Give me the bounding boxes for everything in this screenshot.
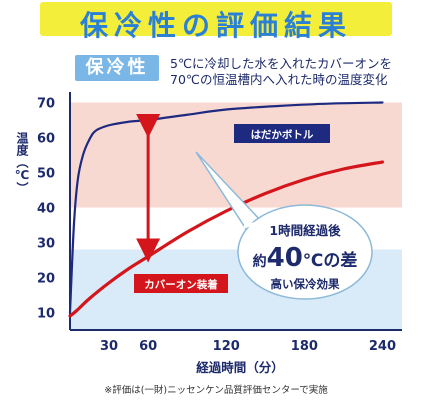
band-pink	[70, 102, 402, 208]
callout-line-3: 高い保冷効果	[271, 277, 340, 291]
title-area: 保冷性の評価結果	[0, 0, 432, 42]
callout-ellipse	[237, 204, 373, 300]
navy-series-label-text: はだかボトル	[251, 128, 314, 141]
description-line-1: 5℃に冷却した水を入れたカバーオンを	[170, 56, 392, 71]
y-tick-label: 20	[37, 272, 55, 287]
red-series-label: カバーオン装着	[134, 274, 228, 293]
callout-line-1: 1時間経過後	[269, 223, 341, 238]
x-axis-title: 経過時間（分）	[196, 360, 284, 375]
y-tick-label: 10	[37, 307, 55, 322]
x-tick-label: 240	[369, 339, 396, 354]
red-series-label-text: カバーオン装着	[144, 278, 218, 291]
x-tick-label: 60	[139, 339, 157, 354]
y-tick-label: 30	[37, 237, 55, 252]
footnote: ※評価は(一財)ニッセンケン品質評価センターで実施	[104, 385, 328, 396]
category-tag: 保冷性	[75, 55, 159, 81]
x-tick-label: 180	[291, 339, 318, 354]
title-highlight	[40, 2, 392, 36]
y-tick-label: 60	[37, 132, 55, 147]
y-tick-label: 40	[37, 202, 55, 217]
callout-bubble: 1時間経過後 約40℃の差 高い保冷効果	[195, 151, 373, 300]
series-line-navy	[68, 101, 384, 314]
y-axis-title-text: 温度（℃）	[15, 132, 29, 194]
x-tick-label: 120	[213, 339, 240, 354]
navy-series-label-bg	[234, 124, 330, 143]
callout-line-2: 約40℃の差	[253, 243, 358, 273]
x-tick-label: 30	[100, 339, 118, 354]
red-series-label-bg	[134, 274, 228, 293]
description-line-2: 70℃の恒温槽内へ入れた時の温度変化	[170, 72, 388, 87]
navy-series-label: はだかボトル	[234, 124, 330, 143]
y-tick-label: 70	[37, 97, 55, 112]
y-axis-title: 温度（℃）	[15, 132, 29, 194]
page-title: 保冷性の評価結果	[79, 9, 352, 42]
series-line-red	[68, 160, 385, 318]
y-tick-label: 50	[37, 167, 55, 182]
